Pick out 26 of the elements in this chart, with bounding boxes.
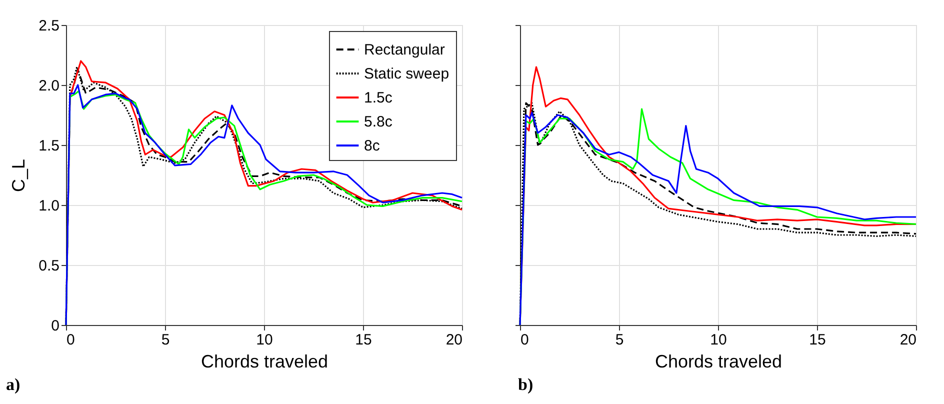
x-tick-label: 20 [900,332,916,348]
x-tick-label: 5 [615,332,624,348]
text: b) [518,375,534,394]
legend-label: 1.5c [364,90,393,106]
y-tick-label: 0 [51,318,60,334]
x-tick-label: 10 [710,332,727,348]
legend-label: 5.8c [364,114,393,130]
x-axis-title: Chords traveled [200,352,328,372]
x-axis-title: Chords traveled [654,352,782,372]
legend-label: Rectangular [364,42,445,58]
legend-label: 8c [364,138,380,154]
text: a) [6,375,20,394]
x-tick-label: 5 [161,332,170,348]
y-axis-title: C_L [8,158,29,192]
x-tick-label: 15 [809,332,826,348]
y-tick-label: 1.0 [38,198,60,214]
x-tick-label: 10 [256,332,273,348]
legend-label: Static sweep [364,66,450,82]
x-tick-label: 20 [446,332,462,348]
y-tick-label: 2.0 [38,78,60,94]
y-tick-label: 1.5 [38,138,60,154]
y-tick-label: 2.5 [38,18,60,34]
x-tick-label: 0 [66,332,75,348]
x-tick-label: 15 [355,332,372,348]
x-tick-label: 0 [520,332,529,348]
y-tick-label: 0.5 [38,258,60,274]
